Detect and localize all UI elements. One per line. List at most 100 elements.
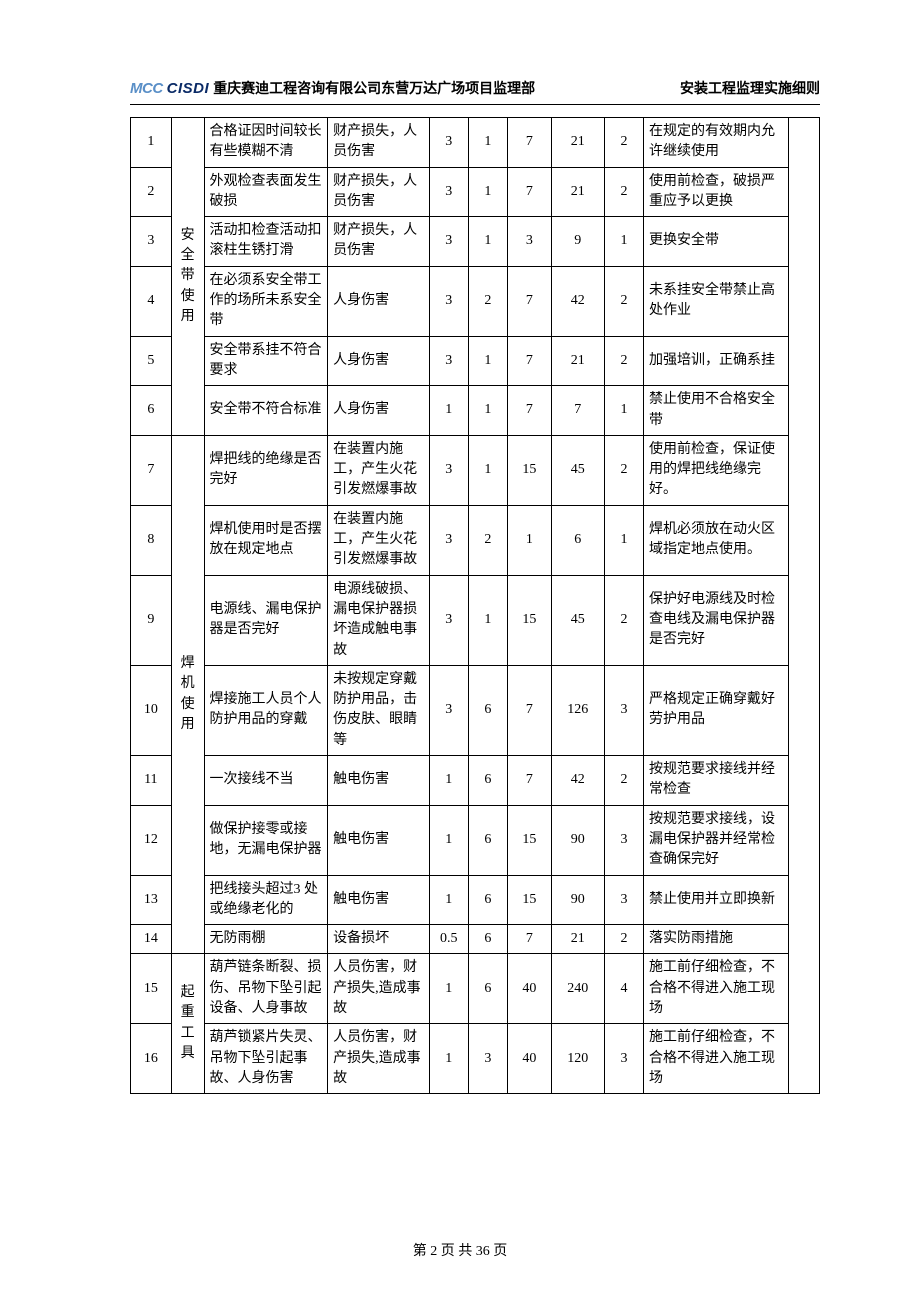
table-cell: 3 (507, 217, 551, 267)
table-cell: 未按规定穿戴防护用品，击伤皮肤、眼睛等 (328, 665, 430, 755)
table-cell: 起 重 工 具 (171, 954, 204, 1094)
table-cell: 禁止使用并立即换新 (643, 875, 788, 925)
table-cell: 在装置内施工，产生火花引发燃爆事故 (328, 435, 430, 505)
page-header: MCC CISDI 重庆赛迪工程咨询有限公司东营万达广场项目监理部 安装工程监理… (130, 78, 820, 98)
table-cell: 7 (131, 435, 172, 505)
table-cell: 42 (551, 266, 604, 336)
logo-main: CISDI (167, 80, 210, 97)
table-row: 15起 重 工 具葫芦链条断裂、损伤、吊物下坠引起设备、人身事故人员伤害，财产损… (131, 954, 820, 1024)
table-cell: 21 (551, 336, 604, 386)
table-cell: 6 (131, 386, 172, 436)
page-footer: 第 2 页 共 36 页 (0, 1240, 920, 1260)
table-cell: 6 (468, 925, 507, 954)
table-cell: 7 (507, 756, 551, 806)
table-row: 7焊 机 使 用焊把线的绝缘是否完好在装置内施工，产生火花引发燃爆事故31154… (131, 435, 820, 505)
table-cell: 3 (429, 665, 468, 755)
table-cell: 人身伤害 (328, 386, 430, 436)
table-cell: 1 (468, 118, 507, 168)
table-cell: 合格证因时间较长有些模糊不清 (204, 118, 328, 168)
table-cell: 电源线、漏电保护器是否完好 (204, 575, 328, 665)
logo-prefix: MCC (130, 80, 163, 97)
table-cell: 5 (131, 336, 172, 386)
table-cell: 使用前检查，保证使用的焊把线绝缘完好。 (643, 435, 788, 505)
table-cell: 3 (429, 266, 468, 336)
table-cell: 在装置内施工，产生火花引发燃爆事故 (328, 505, 430, 575)
table-cell: 1 (507, 505, 551, 575)
table-cell: 安全带系挂不符合要求 (204, 336, 328, 386)
table-cell: 3 (429, 217, 468, 267)
table-cell: 6 (468, 875, 507, 925)
table-cell: 焊 机 使 用 (171, 435, 204, 954)
table-cell: 7 (507, 925, 551, 954)
table-cell: 按规范要求接线并经常检查 (643, 756, 788, 806)
table-cell: 电源线破损、漏电保护器损坏造成触电事故 (328, 575, 430, 665)
table-cell: 活动扣检查活动扣滚柱生锈打滑 (204, 217, 328, 267)
table-cell: 1 (468, 386, 507, 436)
header-title: 重庆赛迪工程咨询有限公司东营万达广场项目监理部 (213, 78, 535, 98)
table-cell: 4 (604, 954, 643, 1024)
table-cell: 6 (551, 505, 604, 575)
table-cell: 1 (468, 575, 507, 665)
table-cell: 1 (429, 1024, 468, 1094)
table-cell: 16 (131, 1024, 172, 1094)
table-cell: 落实防雨措施 (643, 925, 788, 954)
table-cell: 触电伤害 (328, 875, 430, 925)
table-cell: 40 (507, 1024, 551, 1094)
table-cell: 施工前仔细检查，不合格不得进入施工现场 (643, 954, 788, 1024)
table-cell: 3 (429, 435, 468, 505)
table-row: 8焊机使用时是否摆放在规定地点在装置内施工，产生火花引发燃爆事故32161焊机必… (131, 505, 820, 575)
table-cell: 2 (131, 167, 172, 217)
table-cell: 7 (551, 386, 604, 436)
table-row: 2外观检查表面发生破损财产损失，人员伤害317212使用前检查，破损严重应予以更… (131, 167, 820, 217)
table-cell: 0.5 (429, 925, 468, 954)
table-cell: 3 (429, 118, 468, 168)
table-cell: 1 (429, 954, 468, 1024)
table-cell: 4 (131, 266, 172, 336)
table-cell: 焊接施工人员个人防护用品的穿戴 (204, 665, 328, 755)
table-row: 5安全带系挂不符合要求人身伤害317212加强培训，正确系挂 (131, 336, 820, 386)
table-row: 9电源线、漏电保护器是否完好电源线破损、漏电保护器损坏造成触电事故3115452… (131, 575, 820, 665)
table-cell: 2 (604, 435, 643, 505)
header-underline (130, 104, 820, 105)
table-cell: 2 (604, 118, 643, 168)
table-cell: 触电伤害 (328, 756, 430, 806)
table-cell: 3 (131, 217, 172, 267)
table-cell: 1 (604, 505, 643, 575)
table-cell: 40 (507, 954, 551, 1024)
table-cell: 触电伤害 (328, 805, 430, 875)
table-cell: 2 (604, 167, 643, 217)
table-cell: 3 (429, 167, 468, 217)
table-cell: 安 全 带 使 用 (171, 118, 204, 436)
table-cell: 9 (551, 217, 604, 267)
table-cell: 无防雨棚 (204, 925, 328, 954)
table-cell: 使用前检查，破损严重应予以更换 (643, 167, 788, 217)
table-cell: 1 (604, 217, 643, 267)
table-cell: 7 (507, 118, 551, 168)
table-cell (788, 118, 819, 1094)
table-cell: 15 (507, 575, 551, 665)
table-cell: 2 (468, 505, 507, 575)
table-row: 11一次接线不当触电伤害167422按规范要求接线并经常检查 (131, 756, 820, 806)
table-cell: 1 (468, 217, 507, 267)
table-cell: 90 (551, 875, 604, 925)
table-cell: 做保护接零或接地，无漏电保护器 (204, 805, 328, 875)
table-cell: 11 (131, 756, 172, 806)
table-cell: 财产损失，人员伤害 (328, 217, 430, 267)
table-cell: 7 (507, 386, 551, 436)
table-cell: 人身伤害 (328, 266, 430, 336)
table-cell: 3 (604, 1024, 643, 1094)
table-cell: 3 (429, 575, 468, 665)
table-cell: 葫芦链条断裂、损伤、吊物下坠引起设备、人身事故 (204, 954, 328, 1024)
table-row: 14无防雨棚设备损坏0.567212落实防雨措施 (131, 925, 820, 954)
table-cell: 在规定的有效期内允许继续使用 (643, 118, 788, 168)
table-cell: 10 (131, 665, 172, 755)
table-cell: 12 (131, 805, 172, 875)
table-cell: 240 (551, 954, 604, 1024)
header-left: MCC CISDI 重庆赛迪工程咨询有限公司东营万达广场项目监理部 (130, 78, 535, 98)
table-cell: 外观检查表面发生破损 (204, 167, 328, 217)
table-cell: 人员伤害，财产损失,造成事故 (328, 1024, 430, 1094)
table-cell: 安全带不符合标准 (204, 386, 328, 436)
table-row: 12做保护接零或接地，无漏电保护器触电伤害1615903按规范要求接线，设漏电保… (131, 805, 820, 875)
header-right-title: 安装工程监理实施细则 (680, 78, 820, 98)
table-cell: 42 (551, 756, 604, 806)
